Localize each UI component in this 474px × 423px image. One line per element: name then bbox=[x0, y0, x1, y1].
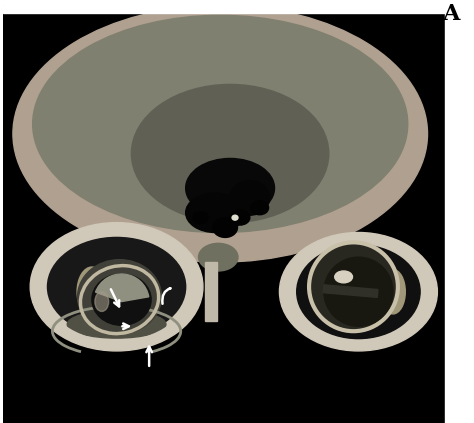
FancyArrowPatch shape bbox=[162, 288, 171, 304]
Text: A: A bbox=[442, 3, 460, 25]
Bar bbox=[101, 288, 146, 300]
Ellipse shape bbox=[280, 233, 438, 351]
Bar bbox=[205, 262, 217, 321]
Ellipse shape bbox=[131, 85, 329, 222]
Ellipse shape bbox=[230, 181, 270, 215]
Ellipse shape bbox=[335, 271, 353, 283]
Ellipse shape bbox=[193, 212, 208, 224]
Ellipse shape bbox=[381, 269, 405, 314]
Ellipse shape bbox=[232, 215, 238, 220]
Circle shape bbox=[324, 257, 393, 326]
Wedge shape bbox=[96, 274, 149, 302]
Ellipse shape bbox=[186, 159, 274, 218]
Ellipse shape bbox=[47, 237, 186, 336]
Bar bbox=[323, 285, 378, 297]
Ellipse shape bbox=[186, 193, 245, 233]
Ellipse shape bbox=[213, 218, 237, 237]
Ellipse shape bbox=[251, 201, 269, 215]
Ellipse shape bbox=[230, 210, 250, 225]
Ellipse shape bbox=[199, 243, 238, 271]
Ellipse shape bbox=[77, 267, 107, 316]
Bar bbox=[3, 5, 471, 14]
Ellipse shape bbox=[95, 292, 109, 311]
Ellipse shape bbox=[78, 260, 162, 334]
Ellipse shape bbox=[13, 5, 428, 262]
Bar bbox=[445, 5, 471, 423]
Ellipse shape bbox=[297, 245, 420, 338]
Ellipse shape bbox=[33, 15, 408, 233]
Ellipse shape bbox=[30, 222, 203, 351]
Ellipse shape bbox=[67, 310, 166, 338]
Ellipse shape bbox=[92, 274, 151, 325]
Circle shape bbox=[309, 242, 398, 331]
